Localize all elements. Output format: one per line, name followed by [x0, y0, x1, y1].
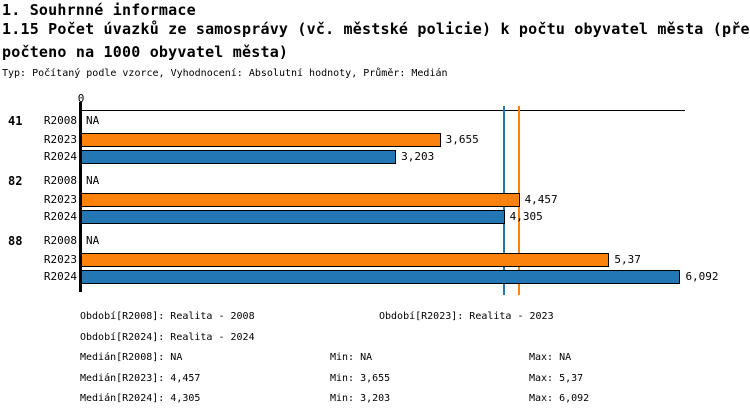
group-label: 82: [8, 174, 23, 188]
legend-max-r2023: Max: 5,37: [529, 373, 584, 384]
section-title: 1. Souhrnné informace: [2, 1, 196, 19]
x-axis-line: [79, 110, 685, 111]
bar-r2024: [81, 150, 397, 164]
legend-min-r2023: Min: 3,655: [330, 373, 391, 384]
group-label: 41: [8, 114, 23, 128]
na-value-label: NA: [86, 174, 100, 187]
bar-r2023: [81, 253, 610, 267]
series-label-r2023: R2023: [43, 193, 77, 206]
legend-min-r2024: Min: 3,203: [330, 393, 391, 404]
na-value-label: NA: [86, 234, 100, 247]
series-label-r2008: R2008: [43, 174, 77, 187]
series-label-r2008: R2008: [43, 234, 77, 247]
bar-value-label: 3,203: [401, 150, 435, 163]
bar-r2023: [81, 193, 520, 207]
series-label-r2008: R2008: [43, 114, 77, 127]
bar-value-label: 3,655: [445, 133, 479, 146]
legend-median-r2023: Medián[R2023]: 4,457: [80, 373, 201, 384]
y-axis-line: [79, 102, 82, 292]
legend-period-r2023: Období[R2023]: Realita - 2023: [379, 311, 554, 322]
series-label-r2023: R2023: [43, 253, 77, 266]
group-label: 88: [8, 234, 23, 248]
legend-max-r2008: Max: NA: [529, 352, 572, 363]
na-value-label: NA: [86, 114, 100, 127]
legend-median-r2024: Medián[R2024]: 4,305: [80, 393, 201, 404]
bar-value-label: 4,457: [524, 193, 558, 206]
x-axis-tick-0-label: 0: [77, 92, 85, 105]
bar-r2024: [81, 210, 505, 224]
series-label-r2024: R2024: [43, 150, 77, 163]
bar-value-label: 4,305: [509, 210, 543, 223]
legend-min-r2008: Min: NA: [330, 352, 373, 363]
legend-median-r2008: Medián[R2008]: NA: [80, 352, 183, 363]
legend-period-r2008: Období[R2008]: Realita - 2008: [80, 311, 255, 322]
series-label-r2024: R2024: [43, 210, 77, 223]
bar-value-label: 5,37: [614, 253, 641, 266]
series-label-r2023: R2023: [43, 133, 77, 146]
chart-subtitle: Typ: Počítaný podle vzorce, Vyhodnocení:…: [2, 68, 448, 79]
legend-max-r2024: Max: 6,092: [529, 393, 590, 404]
bar-value-label: 6,092: [685, 270, 719, 283]
series-label-r2024: R2024: [43, 270, 77, 283]
bar-r2023: [81, 133, 441, 147]
indicator-title-line2: počteno na 1000 obyvatel města): [2, 43, 289, 61]
bar-r2024: [81, 270, 681, 284]
indicator-title-line1: 1.15 Počet úvazků ze samosprávy (vč. měs…: [2, 20, 750, 38]
legend-period-r2024: Období[R2024]: Realita - 2024: [80, 332, 255, 343]
